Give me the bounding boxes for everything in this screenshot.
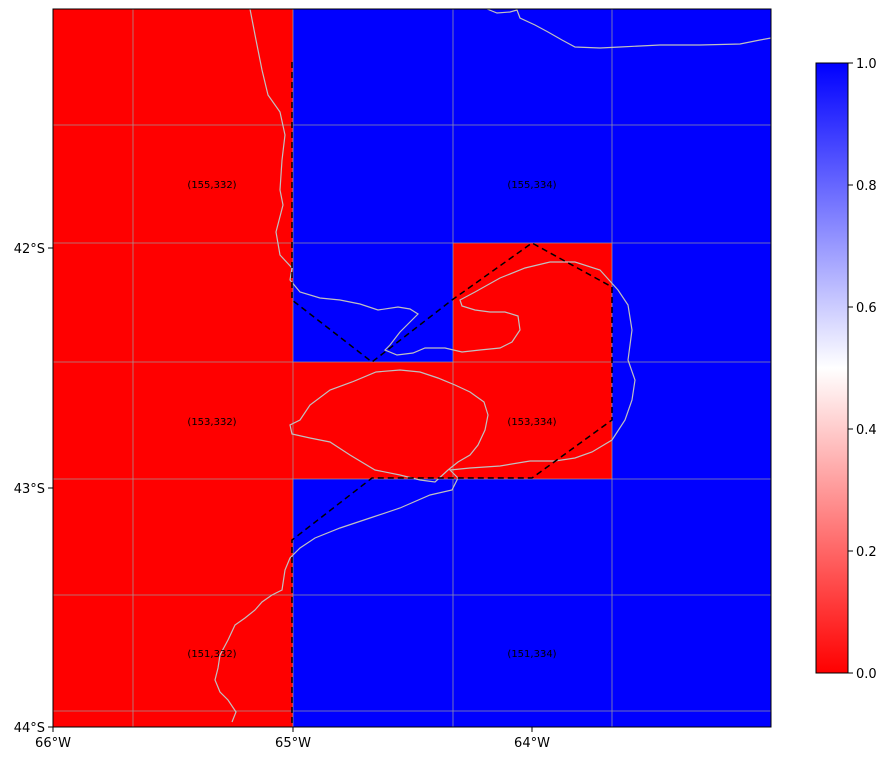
y-tick-label-43s: 43°S: [14, 482, 45, 497]
cell-label-153-332: (153,332): [187, 417, 236, 428]
colorbar-tick-1: 0.2: [856, 545, 877, 560]
colorbar-gradient: [815, 62, 849, 674]
grid-cell-153-332: [53, 243, 293, 479]
cell-label-153-334: (153,334): [507, 417, 556, 428]
map-frame: [52, 8, 772, 728]
colorbar-tick-2: 0.4: [856, 423, 877, 438]
grid-cell-155-334: [293, 9, 771, 243]
grid-cell-153-334: [293, 362, 612, 479]
grid-cell-151-334: [293, 479, 771, 727]
grid-cell-155-332: [53, 9, 293, 243]
gridlines: [53, 9, 771, 727]
axes: 66°W 65°W 64°W 42°S 43°S 44°S: [14, 242, 550, 751]
coastline-mainland: [214, 8, 636, 723]
grid-cell-153-334-sub-a: [453, 243, 612, 362]
grid-cell-151-332: [53, 479, 293, 727]
cell-label-155-334: (155,334): [507, 180, 556, 191]
cell-label-151-334: (151,334): [507, 649, 556, 660]
y-tick-label-44s: 44°S: [14, 721, 45, 736]
colorbar-tick-5: 1.0: [856, 57, 877, 72]
colorbar-tick-3: 0.6: [856, 301, 877, 316]
colorbar-tick-4: 0.8: [856, 179, 877, 194]
y-tick-label-42s: 42°S: [14, 242, 45, 257]
coastlines: [214, 8, 772, 723]
coastline-north: [486, 8, 772, 49]
cell-label-151-332: (151,332): [187, 649, 236, 660]
colorbar-tick-0: 0.0: [856, 667, 877, 682]
cell-label-155-332: (155,332): [187, 180, 236, 191]
region-outline-west: [291, 62, 613, 727]
map-plot: (155,332) (155,334) (153,332) (153,334) …: [52, 8, 772, 728]
x-tick-label-64w: 64°W: [514, 736, 550, 751]
x-tick-label-66w: 66°W: [35, 736, 71, 751]
colorbar: 0.0 0.2 0.4 0.6 0.8 1.0: [815, 57, 877, 682]
coastline-peninsula: [289, 369, 489, 483]
x-tick-label-65w: 65°W: [275, 736, 311, 751]
